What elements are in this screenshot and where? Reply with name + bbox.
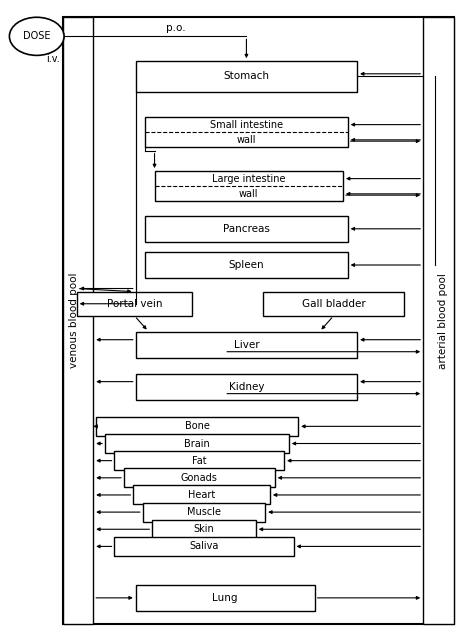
Text: Small intestine: Small intestine — [210, 119, 283, 130]
Bar — [63, 17, 93, 624]
Text: venous blood pool: venous blood pool — [69, 273, 80, 368]
Bar — [63, 17, 454, 624]
Text: Portal vein: Portal vein — [107, 299, 162, 309]
Bar — [152, 520, 256, 538]
Bar — [133, 486, 270, 505]
Bar — [145, 252, 348, 278]
Text: Brain: Brain — [184, 438, 210, 449]
Text: wall: wall — [239, 189, 258, 199]
Bar — [136, 332, 357, 359]
Text: Gonads: Gonads — [181, 473, 218, 483]
Bar — [145, 117, 348, 147]
Bar — [124, 468, 275, 487]
Text: Large intestine: Large intestine — [212, 174, 285, 184]
Text: arterial blood pool: arterial blood pool — [438, 272, 448, 369]
Ellipse shape — [9, 17, 64, 56]
Text: Skin: Skin — [194, 524, 214, 534]
Bar — [115, 451, 284, 470]
Bar — [136, 584, 315, 611]
Bar — [136, 374, 357, 400]
Text: Spleen: Spleen — [228, 260, 264, 270]
Text: Pancreas: Pancreas — [223, 224, 270, 234]
Bar — [77, 292, 192, 316]
Text: DOSE: DOSE — [23, 31, 50, 41]
Bar — [263, 292, 404, 316]
Bar — [155, 171, 343, 202]
Text: Liver: Liver — [234, 340, 259, 350]
Bar — [136, 61, 357, 92]
Text: p.o.: p.o. — [166, 23, 186, 33]
Text: Heart: Heart — [188, 490, 215, 500]
Bar — [115, 537, 293, 556]
Bar — [143, 503, 265, 522]
Text: Muscle: Muscle — [187, 507, 221, 517]
Text: Lung: Lung — [212, 593, 238, 603]
Text: i.v.: i.v. — [46, 54, 60, 64]
Bar — [423, 17, 454, 624]
Text: Gall bladder: Gall bladder — [302, 299, 365, 309]
Text: Bone: Bone — [184, 421, 210, 431]
Text: wall: wall — [237, 135, 256, 145]
Bar — [96, 417, 298, 436]
Bar — [145, 216, 348, 242]
Text: Kidney: Kidney — [228, 382, 264, 392]
Text: Saliva: Saliva — [189, 542, 219, 551]
Bar — [105, 434, 289, 453]
Text: Stomach: Stomach — [223, 71, 269, 82]
Text: Fat: Fat — [192, 456, 207, 466]
